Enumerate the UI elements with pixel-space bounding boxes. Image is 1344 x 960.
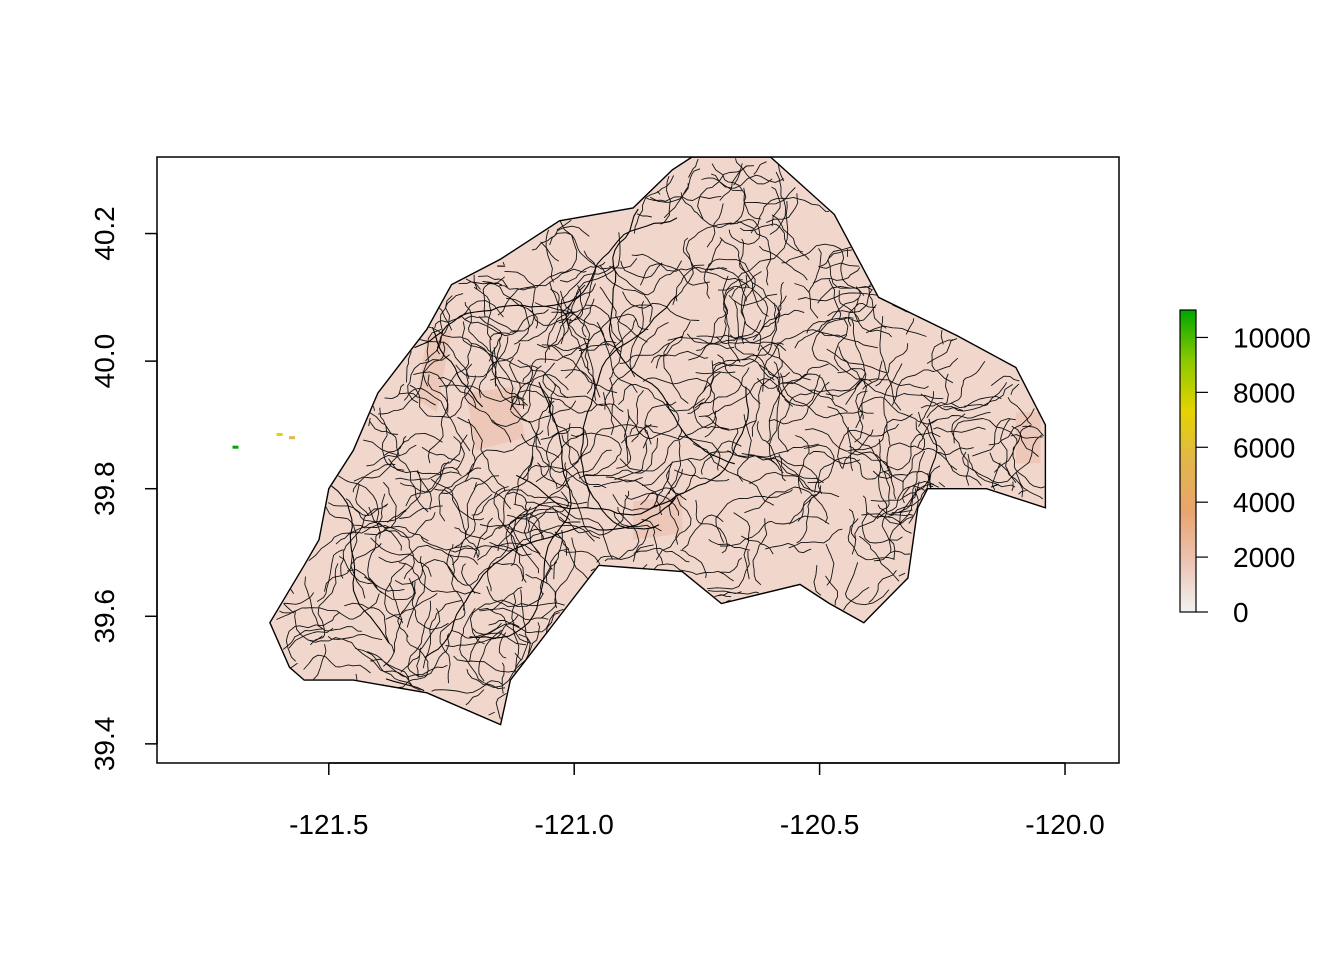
x-tick-label-0: -121.5 — [289, 809, 368, 840]
outlier-cells — [232, 433, 295, 449]
outlier-cell-2 — [289, 436, 295, 440]
raster-patch-1 — [417, 329, 452, 413]
road-stream-network — [276, 158, 1045, 720]
outlier-cell-1 — [276, 433, 283, 436]
colorbar-ticks: 0 2000 4000 6000 8000 10000 — [1196, 322, 1311, 628]
colorbar-tick-label-1: 2000 — [1233, 542, 1295, 573]
y-tick-label-2: 39.8 — [89, 461, 120, 516]
colorbar-tick-label-2: 4000 — [1233, 487, 1295, 518]
x-axis: -121.5 -121.0 -120.5 -120.0 — [289, 762, 1105, 840]
colorbar-tick-label-4: 8000 — [1233, 377, 1295, 408]
y-tick-label-0: 39.4 — [89, 717, 120, 772]
colorbar-tick-label-0: 0 — [1233, 597, 1249, 628]
y-tick-label-1: 39.6 — [89, 589, 120, 644]
y-tick-label-3: 40.0 — [89, 334, 120, 389]
x-tick-label-1: -121.0 — [534, 809, 613, 840]
y-tick-label-4: 40.2 — [89, 206, 120, 261]
colorbar-legend: 0 2000 4000 6000 8000 10000 — [1179, 309, 1311, 628]
x-tick-label-3: -120.0 — [1025, 809, 1104, 840]
colorbar — [1179, 309, 1197, 613]
outlier-cell-0 — [232, 445, 239, 449]
colorbar-tick-label-5: 10000 — [1233, 322, 1311, 353]
colorbar-tick-label-3: 6000 — [1233, 432, 1295, 463]
study-area-boundary — [269, 157, 1047, 726]
y-axis: 39.4 39.6 39.8 40.0 40.2 — [89, 206, 158, 772]
x-tick-label-2: -120.5 — [780, 809, 859, 840]
